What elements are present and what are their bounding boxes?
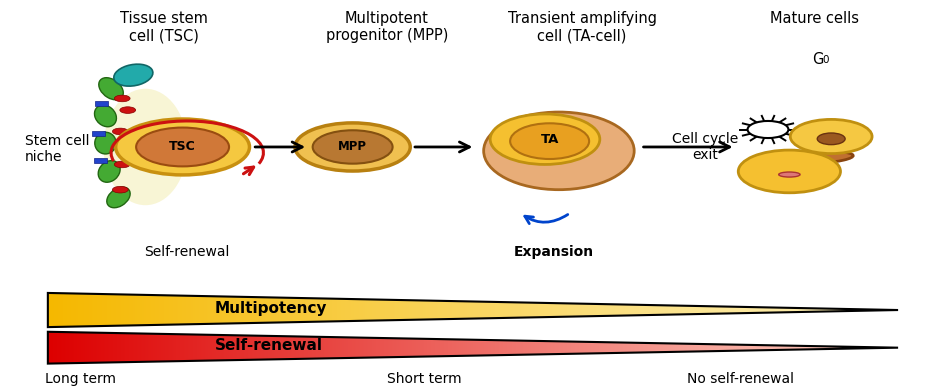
Text: Self-renewal: Self-renewal [215, 338, 323, 353]
Ellipse shape [114, 64, 153, 86]
FancyBboxPatch shape [92, 131, 105, 136]
Text: Stem cell
niche: Stem cell niche [24, 134, 89, 164]
Circle shape [747, 121, 788, 138]
Circle shape [738, 150, 841, 193]
Ellipse shape [99, 78, 123, 100]
Text: Expansion: Expansion [514, 245, 595, 259]
Ellipse shape [107, 187, 130, 208]
Ellipse shape [510, 123, 589, 159]
FancyBboxPatch shape [94, 158, 107, 163]
Text: TSC: TSC [170, 140, 196, 154]
Text: No self-renewal: No self-renewal [687, 372, 794, 386]
Text: TA: TA [541, 133, 559, 147]
Circle shape [115, 161, 130, 168]
Circle shape [113, 128, 129, 135]
Ellipse shape [781, 151, 853, 163]
Ellipse shape [95, 132, 116, 154]
Text: Transient amplifying
cell (TA-cell): Transient amplifying cell (TA-cell) [508, 11, 657, 43]
Circle shape [120, 107, 136, 113]
Text: Long term: Long term [45, 372, 116, 386]
Circle shape [817, 133, 845, 145]
Ellipse shape [490, 114, 600, 165]
Ellipse shape [484, 112, 634, 190]
Text: Multipotency: Multipotency [215, 301, 328, 316]
Text: Short term: Short term [387, 372, 461, 386]
FancyBboxPatch shape [95, 100, 108, 106]
Text: Mature cells: Mature cells [770, 11, 859, 26]
Circle shape [312, 130, 392, 164]
Text: G: G [812, 52, 823, 67]
Circle shape [116, 119, 250, 175]
Ellipse shape [94, 105, 116, 127]
Circle shape [115, 95, 130, 102]
Ellipse shape [778, 172, 800, 177]
Polygon shape [48, 293, 898, 327]
Text: Multipotent
progenitor (MPP): Multipotent progenitor (MPP) [326, 11, 448, 43]
Text: Cell cycle
exit: Cell cycle exit [672, 132, 738, 162]
Ellipse shape [103, 89, 187, 205]
Text: MPP: MPP [338, 140, 367, 154]
Ellipse shape [98, 161, 120, 182]
Circle shape [116, 140, 132, 146]
Text: Self-renewal: Self-renewal [144, 245, 230, 259]
Circle shape [295, 123, 410, 171]
Circle shape [136, 127, 229, 167]
Circle shape [790, 119, 872, 154]
Polygon shape [48, 332, 898, 364]
Circle shape [113, 187, 129, 193]
Text: Tissue stem
cell (TSC): Tissue stem cell (TSC) [120, 11, 208, 43]
Text: 0: 0 [823, 55, 829, 65]
